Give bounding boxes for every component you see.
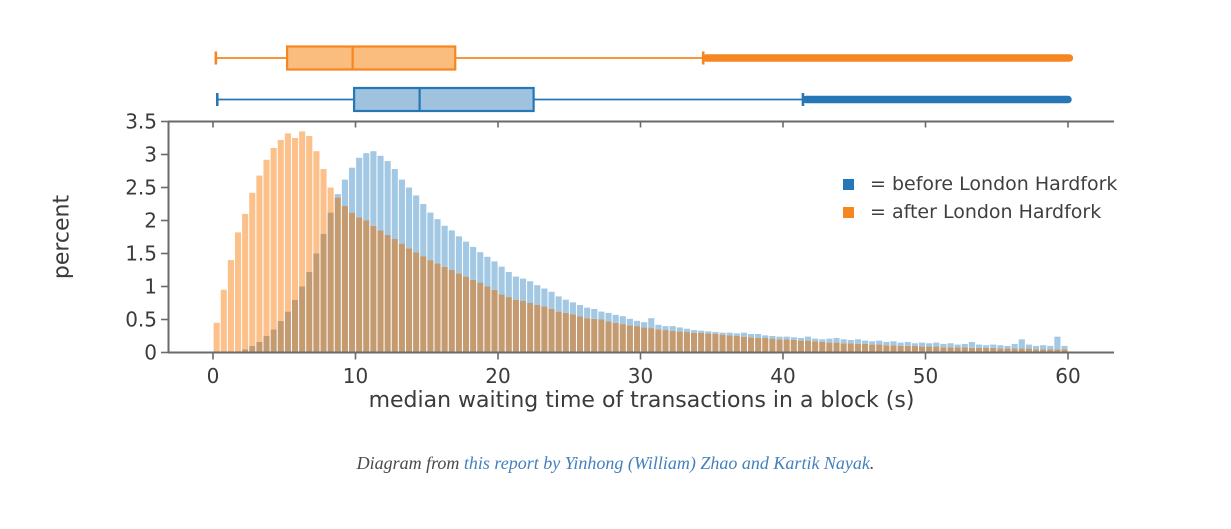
svg-text:0: 0 (144, 341, 157, 365)
svg-text:3: 3 (144, 143, 157, 167)
caption-report-link[interactable]: this report by Yinhong (William) Zhao an… (463, 453, 870, 473)
svg-text:0.5: 0.5 (125, 308, 157, 332)
legend-item-before: = before London Hardfork (843, 170, 1117, 198)
legend-label-after: = after London Hardfork (870, 201, 1102, 223)
caption-prefix: Diagram from (356, 453, 464, 473)
svg-text:2: 2 (144, 209, 157, 233)
svg-text:2.5: 2.5 (125, 176, 157, 200)
histogram-boxplot-chart: 0 10 20 30 40 50 60 0 0.5 1 1.5 2 2.5 3 3.5 (125, 45, 1114, 388)
boxplot-after (214, 45, 1074, 71)
svg-text:1.5: 1.5 (125, 242, 157, 266)
y-axis-label: percent (49, 194, 75, 280)
svg-text:0: 0 (207, 364, 220, 388)
svg-text:40: 40 (770, 364, 795, 388)
boxplot-before (215, 86, 1072, 113)
y-axis: 0 0.5 1 1.5 2 2.5 3 3.5 (125, 110, 168, 365)
legend-swatch-before-icon (843, 178, 854, 190)
svg-text:60: 60 (1055, 364, 1080, 388)
x-axis: 0 10 20 30 40 50 60 (207, 121, 1081, 388)
legend: = before London Hardfork = after London … (843, 170, 1117, 226)
caption: Diagram from this report by Yinhong (Wil… (0, 453, 1231, 474)
caption-suffix: . (869, 453, 875, 473)
legend-label-before: = before London Hardfork (870, 173, 1118, 195)
svg-text:30: 30 (628, 364, 653, 388)
svg-text:50: 50 (913, 364, 938, 388)
svg-text:1: 1 (144, 275, 157, 299)
legend-swatch-after-icon (843, 206, 854, 218)
histogram-bars (213, 131, 1068, 353)
legend-item-after: = after London Hardfork (843, 198, 1117, 226)
svg-text:20: 20 (485, 364, 510, 388)
x-axis-label: median waiting time of transactions in a… (368, 388, 915, 413)
svg-text:3.5: 3.5 (125, 110, 157, 134)
svg-text:10: 10 (343, 364, 368, 388)
